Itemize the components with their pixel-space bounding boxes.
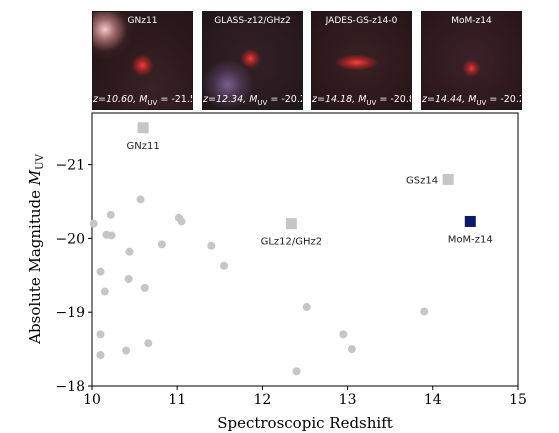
data-point bbox=[207, 241, 216, 250]
point-label: GSz14 bbox=[406, 175, 438, 186]
highlight-marker bbox=[137, 122, 149, 134]
y-tick-label: −18 bbox=[55, 379, 85, 395]
thumbnail-glass-z12: GLASS-z12/GHz2 z=12.34, MUV = -20.2 bbox=[202, 11, 303, 110]
thumbnail-caption: z=10.60, MUV = -21.5 bbox=[93, 94, 193, 107]
data-point bbox=[140, 283, 149, 292]
data-point bbox=[96, 351, 105, 360]
thumbnail-title: MoM-z14 bbox=[451, 16, 492, 26]
thumbnail-title: GLASS-z12/GHz2 bbox=[214, 16, 291, 26]
plot-frame bbox=[91, 112, 519, 387]
data-point bbox=[302, 303, 311, 312]
data-point bbox=[292, 367, 301, 376]
x-tick-label: 12 bbox=[253, 392, 271, 408]
x-tick-label: 14 bbox=[424, 392, 442, 408]
data-point bbox=[96, 267, 105, 276]
x-tick-label: 13 bbox=[339, 392, 357, 408]
thumbnail-gnz11: GNz11 z=10.60, MUV = -21.5 bbox=[92, 11, 193, 110]
data-point bbox=[136, 195, 145, 204]
highlight-marker bbox=[464, 215, 476, 227]
data-point bbox=[125, 247, 134, 256]
x-tick-label: 10 bbox=[83, 392, 101, 408]
data-point bbox=[106, 210, 115, 219]
y-tick-label: −21 bbox=[55, 158, 85, 174]
point-label: MoM-z14 bbox=[448, 234, 493, 245]
thumbnail-caption: z=14.18, MUV = -20.8 bbox=[312, 94, 412, 107]
data-point bbox=[347, 345, 356, 354]
highlight-marker bbox=[442, 173, 454, 185]
data-point bbox=[96, 330, 105, 339]
data-point bbox=[220, 261, 229, 270]
point-labels: GNz11 GLz12/GHz2 GSz14 MoM-z14 bbox=[127, 141, 493, 248]
thumbnail-caption: z=14.44, MUV = -20.2 bbox=[422, 94, 522, 107]
y-axis-ticks: −18 −19 −20 −21 bbox=[55, 158, 92, 395]
data-point bbox=[124, 275, 133, 284]
data-point bbox=[89, 219, 98, 228]
x-tick-label: 11 bbox=[168, 392, 186, 408]
data-point bbox=[100, 287, 109, 296]
thumbnail-title: GNz11 bbox=[127, 16, 158, 26]
data-point bbox=[420, 307, 429, 316]
x-axis-label: Spectroscopic Redshift bbox=[217, 414, 393, 432]
highlight-marker bbox=[285, 218, 297, 230]
data-points bbox=[89, 122, 476, 376]
data-point bbox=[339, 330, 348, 339]
x-tick-label: 15 bbox=[509, 392, 527, 408]
data-point bbox=[122, 346, 131, 355]
y-tick-label: −20 bbox=[55, 231, 85, 247]
data-point bbox=[107, 231, 116, 240]
point-label: GNz11 bbox=[127, 141, 160, 152]
data-point bbox=[144, 339, 153, 348]
thumbnail-jades-gs-z14: JADES-GS-z14-0 z=14.18, MUV = -20.8 bbox=[311, 11, 412, 110]
thumbnail-caption: z=12.34, MUV = -20.2 bbox=[203, 94, 303, 107]
y-axis-label: Absolute Magnitude MUV bbox=[26, 153, 46, 344]
y-tick-label: −19 bbox=[55, 305, 85, 321]
thumbnail-title: JADES-GS-z14-0 bbox=[325, 16, 398, 26]
data-point bbox=[177, 217, 186, 226]
point-label: GLz12/GHz2 bbox=[261, 237, 323, 248]
x-axis-ticks: 10 11 12 13 14 15 bbox=[83, 386, 527, 408]
data-point bbox=[157, 240, 166, 249]
thumbnail-mom-z14: MoM-z14 z=14.44, MUV = -20.2 bbox=[421, 11, 522, 110]
